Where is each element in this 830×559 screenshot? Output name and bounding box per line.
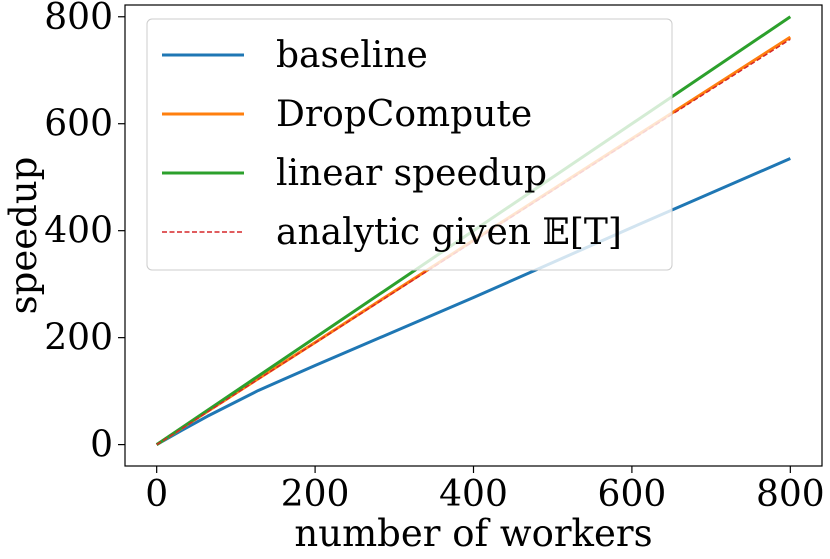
y-tick-label: 600 [44, 104, 113, 145]
y-axis-ticks: 0 200 400 600 800 [44, 0, 125, 466]
x-axis-ticks: 0 200 400 600 800 [145, 466, 825, 515]
y-tick-label: 0 [90, 425, 113, 466]
x-tick-label: 200 [281, 474, 350, 515]
legend: baseline DropCompute linear speedup analyti… [146, 18, 673, 271]
legend-label-0: baseline [276, 35, 428, 76]
legend-box [146, 18, 673, 271]
legend-items: baseline DropCompute linear speedup analyti… [162, 35, 622, 253]
y-axis-title: speedup [2, 157, 45, 315]
x-tick-label: 800 [756, 474, 825, 515]
x-tick-label: 600 [598, 474, 667, 515]
x-tick-label: 0 [145, 474, 168, 515]
legend-label-1: DropCompute [276, 94, 532, 135]
y-tick-label: 800 [44, 0, 113, 38]
legend-label-3: analytic given 𝔼[T] [276, 212, 622, 253]
x-axis-title: number of workers [294, 512, 652, 554]
y-tick-label: 400 [44, 211, 113, 252]
y-tick-label: 200 [44, 318, 113, 359]
x-tick-label: 400 [439, 474, 508, 515]
legend-label-2: linear speedup [276, 153, 547, 194]
